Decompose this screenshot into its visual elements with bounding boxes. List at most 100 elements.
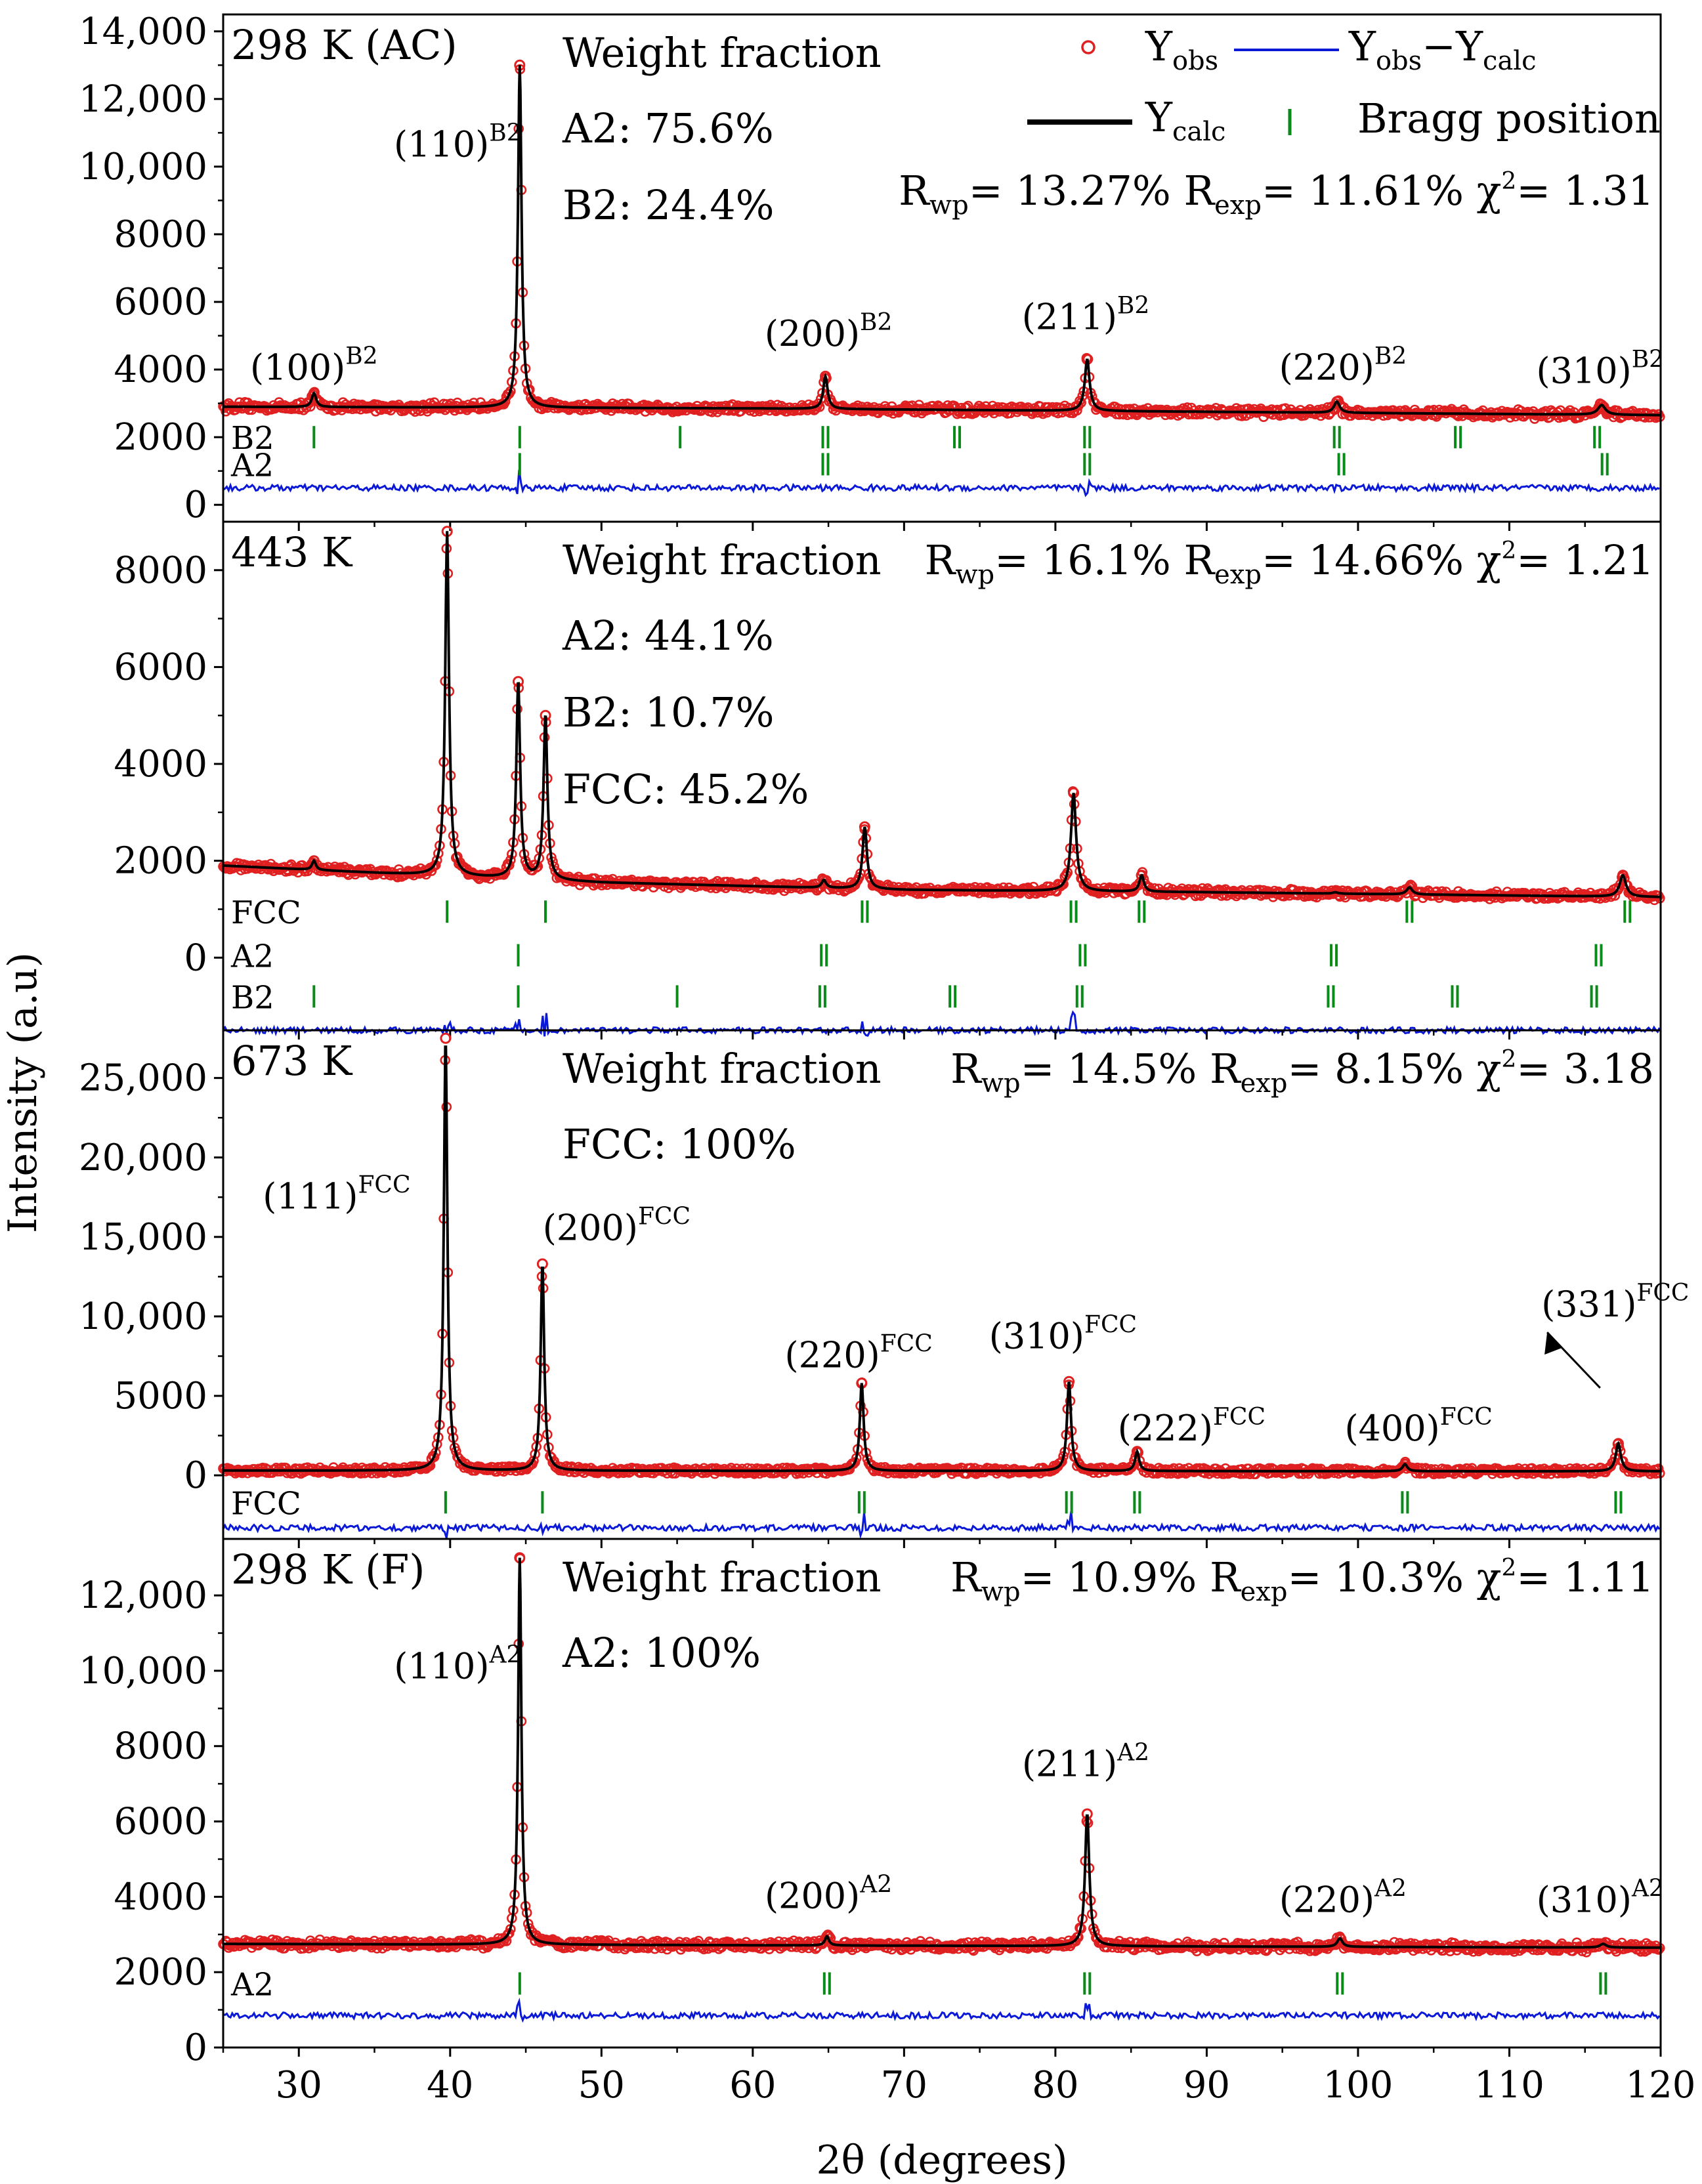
y-axis-title: Intensity (a.u)	[0, 952, 46, 1233]
miller-index: (200)	[765, 313, 860, 354]
y-tick-label: 0	[184, 936, 207, 979]
x-axis-title: 2θ (degrees)	[817, 2137, 1068, 2183]
fit-statistics: Rwp= 13.27% Rexp= 11.61% χ2= 1.31	[899, 167, 1654, 220]
peak-index-label: (211)B2	[1022, 292, 1150, 337]
y-tick-label: 8000	[114, 549, 207, 592]
miller-index: (111)	[263, 1175, 358, 1217]
difference-line	[223, 469, 1660, 497]
miller-index: (400)	[1345, 1408, 1440, 1449]
miller-index: (211)	[1022, 1744, 1117, 1785]
phase-superscript: A2	[1374, 1875, 1407, 1902]
phase-superscript: B2	[489, 119, 521, 146]
calculated-line	[223, 65, 1661, 417]
phase-superscript: B2	[860, 309, 892, 336]
y-tick-label: 10,000	[79, 146, 207, 188]
observed-peak-point	[308, 387, 320, 399]
miller-index: (310)	[1537, 350, 1632, 392]
rexp-value: = 10.3%	[1287, 1553, 1476, 1601]
chi-value: = 1.11	[1516, 1553, 1654, 1601]
chi-symbol: χ	[1477, 1553, 1502, 1601]
phase-superscript: FCC	[1440, 1404, 1493, 1431]
weight-fraction-value: FCC: 45.2%	[563, 765, 809, 813]
y-tick-label: 12,000	[79, 1574, 207, 1617]
panel-label: 298 K (F)	[231, 1545, 425, 1593]
weight-fraction-title: Weight fraction	[563, 29, 882, 77]
y-tick-label: 6000	[114, 1801, 207, 1843]
miller-index: (220)	[1279, 347, 1374, 388]
chi-superscript: 2	[1501, 537, 1516, 564]
y-tick-label: 2000	[114, 416, 207, 459]
weight-fraction-value: B2: 24.4%	[563, 181, 775, 229]
chi-value: = 1.31	[1516, 167, 1654, 215]
legend-difference-subscript-2: calc	[1483, 46, 1536, 76]
observed-peak-point	[1596, 399, 1607, 411]
y-tick-label: 0	[184, 1454, 207, 1497]
miller-index: (310)	[1537, 1879, 1632, 1920]
bragg-row-label: A2	[230, 1966, 274, 2003]
miller-index: (222)	[1118, 1408, 1213, 1449]
peak-index-label: (200)B2	[765, 309, 893, 354]
y-tick-label: 0	[184, 484, 207, 526]
rexp-value: = 14.66%	[1262, 536, 1477, 584]
phase-superscript: A2	[1631, 1875, 1664, 1902]
fit-statistics: Rwp= 16.1% Rexp= 14.66% χ2= 1.21	[925, 536, 1654, 590]
rexp-symbol: R	[1210, 1045, 1242, 1093]
chi-symbol: χ	[1477, 536, 1502, 584]
observed-point	[1032, 407, 1043, 418]
y-tick-label: 14,000	[79, 10, 207, 53]
rexp-subscript: exp	[1214, 190, 1262, 220]
legend-difference-symbol: Y	[1348, 22, 1376, 70]
x-tick-label: 50	[578, 2064, 625, 2107]
phase-superscript: FCC	[358, 1171, 410, 1198]
rexp-subscript: exp	[1241, 1068, 1288, 1099]
rwp-symbol: R	[925, 536, 957, 584]
observed-series	[218, 59, 1665, 424]
bragg-row-label: A2	[230, 938, 274, 975]
chi-value: = 1.21	[1516, 536, 1654, 584]
y-tick-label: 6000	[114, 646, 207, 688]
x-tick-label: 90	[1183, 2064, 1230, 2107]
chi-symbol: χ	[1477, 1045, 1502, 1093]
y-tick-label: 15,000	[79, 1216, 207, 1259]
x-tick-label: 120	[1626, 2064, 1696, 2107]
fit-statistics: Rwp= 14.5% Rexp= 8.15% χ2= 3.18	[950, 1045, 1654, 1099]
observed-point	[956, 402, 967, 413]
fit-statistics: Rwp= 10.9% Rexp= 10.3% χ2= 1.11	[950, 1553, 1654, 1607]
miller-index: (200)	[543, 1208, 638, 1249]
y-tick-label: 2000	[114, 840, 207, 883]
peak-index-label: (310)B2	[1537, 346, 1665, 392]
rwp-subscript: wp	[981, 1577, 1021, 1607]
weight-fraction-value: A2: 100%	[562, 1629, 761, 1677]
bragg-row-label: B2	[231, 420, 274, 457]
phase-superscript: FCC	[1636, 1280, 1689, 1307]
chi-value: = 3.18	[1516, 1045, 1654, 1093]
x-tick-label: 40	[427, 2064, 473, 2107]
bragg-row-label: B2	[231, 979, 274, 1016]
phase-superscript: B2	[1374, 343, 1407, 370]
panel-label: 443 K	[231, 528, 353, 576]
rexp-symbol: R	[1210, 1553, 1242, 1601]
miller-index: (220)	[1279, 1879, 1374, 1920]
rexp-symbol: R	[1183, 167, 1216, 215]
panel-label: 298 K (AC)	[231, 21, 457, 69]
rwp-value: = 16.1%	[994, 536, 1183, 584]
miller-index: (331)	[1541, 1284, 1636, 1325]
miller-index: (310)	[989, 1315, 1084, 1356]
miller-index: (110)	[394, 123, 489, 165]
weight-fraction-value: FCC: 100%	[563, 1120, 796, 1168]
y-tick-label: 8000	[114, 1725, 207, 1768]
chi-symbol: χ	[1477, 167, 1502, 215]
observed-point	[503, 860, 515, 871]
bragg-row-label: A2	[230, 447, 274, 484]
peak-index-label: (220)B2	[1279, 343, 1407, 388]
miller-index: (211)	[1022, 296, 1117, 337]
phase-superscript: A2	[1117, 1740, 1149, 1767]
legend-difference-subscript-1: obs	[1376, 46, 1422, 76]
rwp-symbol: R	[950, 1553, 983, 1601]
phase-superscript: A2	[859, 1872, 892, 1899]
bragg-row-label: FCC	[231, 1485, 301, 1522]
observed-peak-point	[1331, 396, 1343, 408]
phase-superscript: FCC	[638, 1204, 691, 1230]
